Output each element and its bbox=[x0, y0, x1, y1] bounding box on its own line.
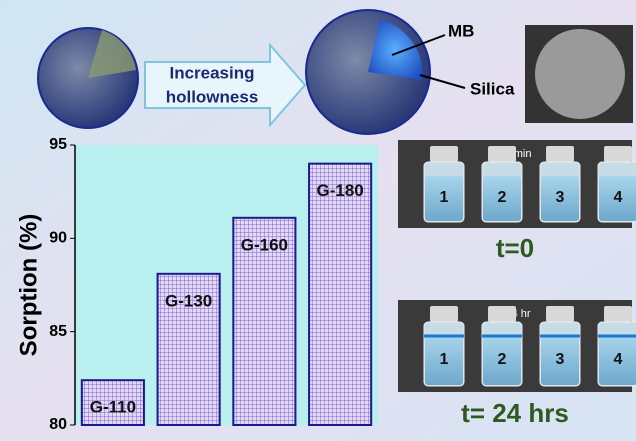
vial-number: 3 bbox=[556, 189, 565, 206]
vial-cap bbox=[430, 146, 458, 162]
y-tick-label: 95 bbox=[49, 136, 67, 153]
bar-label: G-160 bbox=[241, 235, 288, 254]
vial-number: 1 bbox=[440, 189, 449, 206]
bar-label: G-130 bbox=[165, 291, 212, 310]
vial-number: 2 bbox=[498, 189, 507, 206]
vial-cap bbox=[488, 146, 516, 162]
vial-cap bbox=[488, 306, 516, 322]
bar bbox=[309, 164, 371, 425]
label-silica: Silica bbox=[470, 79, 515, 98]
y-tick-label: 85 bbox=[49, 323, 67, 340]
graphical-abstract: Sorption (%) 80 85 90 95 G-110 G-130 G-160 G-18… bbox=[0, 0, 636, 441]
y-axis-label: Sorption (%) bbox=[15, 214, 42, 357]
vial-number: 3 bbox=[556, 351, 565, 368]
bar-label: G-110 bbox=[90, 398, 136, 417]
sem-particle bbox=[535, 29, 625, 119]
vial-cap bbox=[430, 306, 458, 322]
vial-cap bbox=[604, 306, 632, 322]
bar-label: G-180 bbox=[317, 181, 364, 200]
vial-cap bbox=[546, 146, 574, 162]
vial-cap bbox=[604, 146, 632, 162]
arrow-label: hollowness bbox=[166, 87, 259, 106]
vial-number: 4 bbox=[614, 189, 623, 206]
sphere-small bbox=[38, 28, 138, 128]
label-mb: MB bbox=[448, 21, 474, 40]
photo-caption: t=0 bbox=[496, 233, 534, 263]
y-tick-label: 90 bbox=[49, 230, 67, 247]
vial-number: 4 bbox=[614, 351, 623, 368]
y-tick-label: 80 bbox=[49, 416, 67, 433]
photo-caption: t= 24 hrs bbox=[461, 398, 569, 428]
vial-cap bbox=[546, 306, 574, 322]
vial-number: 1 bbox=[440, 351, 449, 368]
vial-number: 2 bbox=[498, 351, 507, 368]
arrow-label: Increasing bbox=[169, 63, 254, 82]
